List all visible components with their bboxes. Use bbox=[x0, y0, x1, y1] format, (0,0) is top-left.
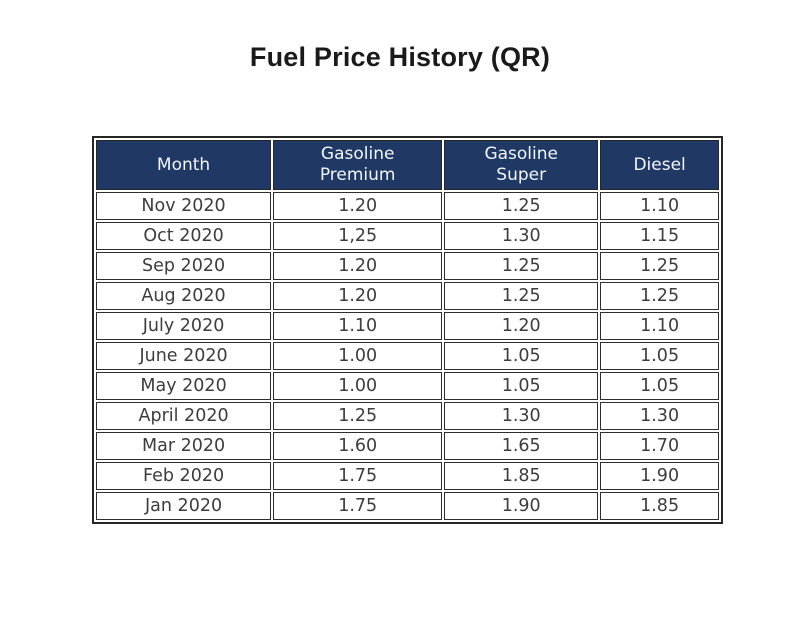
cell-diesel: 1.25 bbox=[600, 282, 719, 310]
cell-diesel: 1.25 bbox=[600, 252, 719, 280]
cell-diesel: 1.05 bbox=[600, 372, 719, 400]
cell-diesel: 1.10 bbox=[600, 312, 719, 340]
cell-diesel: 1.90 bbox=[600, 462, 719, 490]
cell-super: 1.85 bbox=[444, 462, 599, 490]
fuel-price-table: Month Gasoline Premium Gasoline Super Di… bbox=[92, 136, 723, 524]
cell-month: Sep 2020 bbox=[96, 252, 272, 280]
cell-month: Mar 2020 bbox=[96, 432, 272, 460]
column-header-diesel: Diesel bbox=[600, 140, 719, 190]
cell-premium: 1.00 bbox=[273, 342, 443, 370]
cell-super: 1.20 bbox=[444, 312, 599, 340]
table-row: Oct 2020 1,25 1.30 1.15 bbox=[96, 222, 719, 250]
cell-super: 1.25 bbox=[444, 192, 599, 220]
table-row: May 2020 1.00 1.05 1.05 bbox=[96, 372, 719, 400]
cell-diesel: 1.10 bbox=[600, 192, 719, 220]
column-header-gasoline-super: Gasoline Super bbox=[444, 140, 599, 190]
cell-month: Jan 2020 bbox=[96, 492, 272, 520]
cell-super: 1.25 bbox=[444, 252, 599, 280]
cell-super: 1.90 bbox=[444, 492, 599, 520]
table-row: Mar 2020 1.60 1.65 1.70 bbox=[96, 432, 719, 460]
table-row: Nov 2020 1.20 1.25 1.10 bbox=[96, 192, 719, 220]
table-row: Sep 2020 1.20 1.25 1.25 bbox=[96, 252, 719, 280]
table-row: June 2020 1.00 1.05 1.05 bbox=[96, 342, 719, 370]
cell-premium: 1.10 bbox=[273, 312, 443, 340]
cell-month: Aug 2020 bbox=[96, 282, 272, 310]
cell-month: Nov 2020 bbox=[96, 192, 272, 220]
column-header-gasoline-premium: Gasoline Premium bbox=[273, 140, 443, 190]
table-row: Feb 2020 1.75 1.85 1.90 bbox=[96, 462, 719, 490]
table-row: Jan 2020 1.75 1.90 1.85 bbox=[96, 492, 719, 520]
cell-super: 1.65 bbox=[444, 432, 599, 460]
cell-premium: 1.60 bbox=[273, 432, 443, 460]
table-row: April 2020 1.25 1.30 1.30 bbox=[96, 402, 719, 430]
cell-diesel: 1.15 bbox=[600, 222, 719, 250]
cell-super: 1.30 bbox=[444, 402, 599, 430]
cell-diesel: 1.30 bbox=[600, 402, 719, 430]
table-row: July 2020 1.10 1.20 1.10 bbox=[96, 312, 719, 340]
cell-month: Feb 2020 bbox=[96, 462, 272, 490]
cell-super: 1.25 bbox=[444, 282, 599, 310]
cell-premium: 1.00 bbox=[273, 372, 443, 400]
cell-month: May 2020 bbox=[96, 372, 272, 400]
table-row: Aug 2020 1.20 1.25 1.25 bbox=[96, 282, 719, 310]
cell-month: June 2020 bbox=[96, 342, 272, 370]
cell-premium: 1.25 bbox=[273, 402, 443, 430]
cell-month: July 2020 bbox=[96, 312, 272, 340]
header-row: Month Gasoline Premium Gasoline Super Di… bbox=[96, 140, 719, 190]
cell-diesel: 1.70 bbox=[600, 432, 719, 460]
column-header-month: Month bbox=[96, 140, 272, 190]
cell-month: April 2020 bbox=[96, 402, 272, 430]
cell-premium: 1.20 bbox=[273, 252, 443, 280]
cell-super: 1.30 bbox=[444, 222, 599, 250]
cell-diesel: 1.85 bbox=[600, 492, 719, 520]
cell-premium: 1.75 bbox=[273, 492, 443, 520]
page-title: Fuel Price History (QR) bbox=[249, 42, 551, 72]
cell-premium: 1.75 bbox=[273, 462, 443, 490]
cell-premium: 1.20 bbox=[273, 282, 443, 310]
cell-super: 1.05 bbox=[444, 372, 599, 400]
cell-premium: 1,25 bbox=[273, 222, 443, 250]
cell-month: Oct 2020 bbox=[96, 222, 272, 250]
cell-super: 1.05 bbox=[444, 342, 599, 370]
cell-premium: 1.20 bbox=[273, 192, 443, 220]
cell-diesel: 1.05 bbox=[600, 342, 719, 370]
